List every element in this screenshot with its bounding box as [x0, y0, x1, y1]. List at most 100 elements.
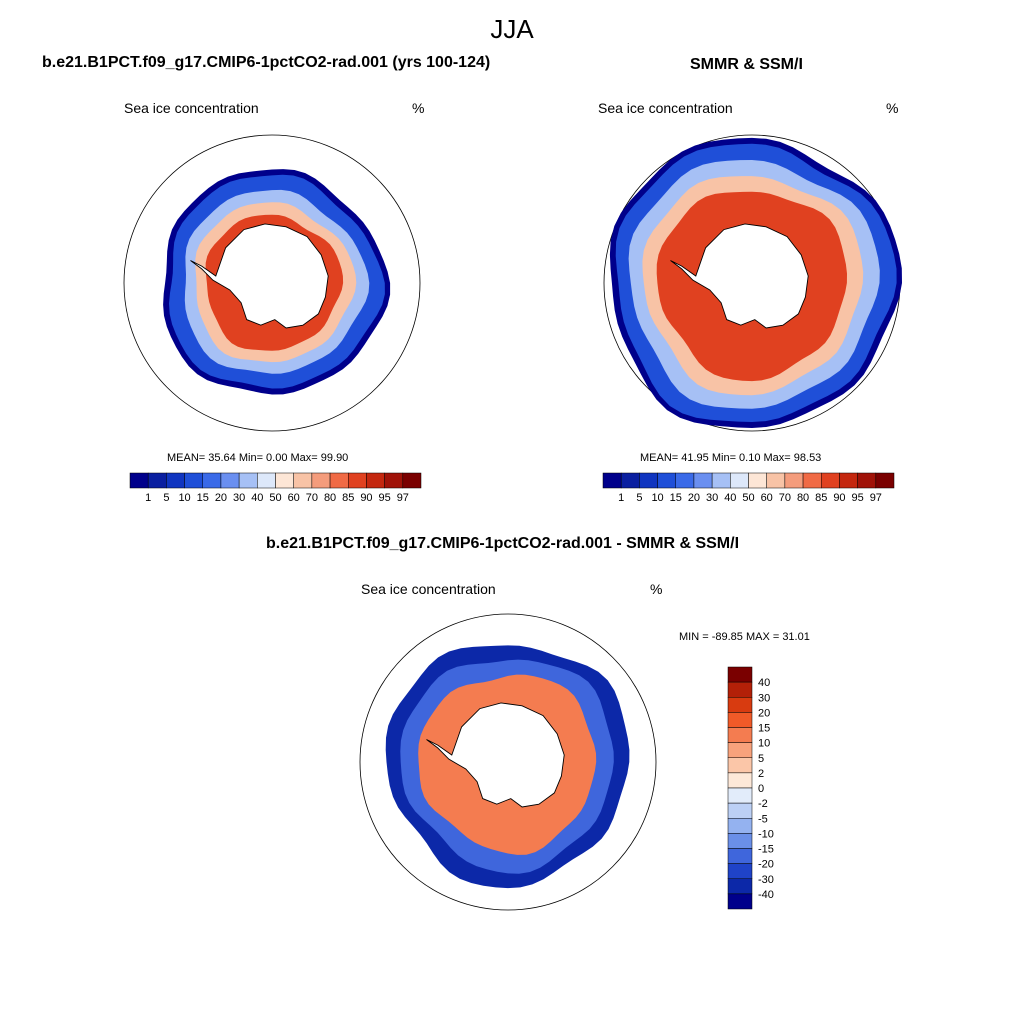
colorbar-tick-label: 40 — [724, 492, 736, 504]
panel-3-units-label: % — [650, 581, 663, 597]
colorbar-tick-label: 15 — [197, 492, 209, 504]
colorbar-swatch — [348, 472, 367, 489]
colorbar-swatch — [875, 472, 895, 489]
colorbar-tick-label: 90 — [833, 492, 845, 504]
colorbar-swatch — [727, 878, 753, 895]
colorbar-tick-label: 0 — [758, 783, 764, 795]
colorbar-tick-label: 95 — [379, 492, 391, 504]
colorbar-tick-label: 85 — [342, 492, 354, 504]
colorbar-swatch — [384, 472, 404, 489]
colorbar-tick-label: 5 — [163, 492, 169, 504]
colorbar-tick-label: 70 — [306, 492, 318, 504]
colorbar-swatch — [727, 757, 753, 774]
colorbar-swatch — [293, 472, 313, 489]
colorbar-tick-label: -15 — [758, 844, 774, 856]
colorbar-swatch — [657, 472, 676, 489]
colorbar-tick-label: 2 — [758, 768, 764, 780]
colorbar-swatch — [257, 472, 276, 489]
colorbar-swatch — [329, 472, 349, 489]
colorbar-swatch — [727, 681, 753, 698]
colorbar-tick-label: 20 — [215, 492, 227, 504]
antarctica-continent — [190, 223, 329, 329]
colorbar-swatch — [821, 472, 840, 489]
colorbar-tick-label: 50 — [742, 492, 754, 504]
colorbar-tick-label: 10 — [651, 492, 663, 504]
colorbar-tick-label: 30 — [706, 492, 718, 504]
colorbar-swatch — [147, 472, 167, 489]
colorbar-swatch — [802, 472, 822, 489]
polar-map-3 — [359, 613, 657, 911]
colorbar-tick-label: 90 — [360, 492, 372, 504]
colorbar-swatch — [727, 848, 753, 864]
panel-3-variable-label: Sea ice concentration — [361, 581, 496, 597]
colorbar-swatch — [727, 697, 753, 713]
panel-2-variable-label: Sea ice concentration — [598, 100, 733, 116]
colorbar-swatch — [184, 472, 203, 489]
colorbar-swatch — [639, 472, 658, 489]
colorbar-tick-label: -30 — [758, 874, 774, 886]
colorbar-swatch — [727, 742, 753, 758]
colorbar-tick-label: 50 — [269, 492, 281, 504]
panel-1-units-label: % — [412, 100, 425, 116]
colorbar-tick-label: 30 — [233, 492, 245, 504]
colorbar-swatch — [727, 802, 753, 819]
colorbar-tick-label: 85 — [815, 492, 827, 504]
colorbar-swatch — [727, 712, 753, 728]
panel-1-stats: MEAN= 35.64 Min= 0.00 Max= 99.90 — [167, 452, 349, 464]
colorbar-swatch — [402, 472, 422, 489]
colorbar-swatch — [220, 472, 240, 489]
colorbar-tick-label: 60 — [288, 492, 300, 504]
colorbar-tick-label: 15 — [670, 492, 682, 504]
colorbar-tick-label: 80 — [797, 492, 809, 504]
colorbar-tick-label: 30 — [758, 692, 770, 704]
panel-1-variable-label: Sea ice concentration — [124, 100, 259, 116]
panel-2-stats: MEAN= 41.95 Min= 0.10 Max= 98.53 — [640, 452, 822, 464]
colorbar-tick-label: 60 — [761, 492, 773, 504]
colorbar-swatch — [202, 472, 222, 489]
panel-2-units-label: % — [886, 100, 899, 116]
colorbar-tick-label: 80 — [324, 492, 336, 504]
panel-3-stats: MIN = -89.85 MAX = 31.01 — [679, 631, 810, 643]
colorbar-swatch — [727, 772, 753, 789]
colorbar-tick-label: 20 — [758, 707, 770, 719]
colorbar-tick-label: 5 — [636, 492, 642, 504]
colorbar-tick-label: -5 — [758, 813, 768, 825]
polar-map-2 — [603, 134, 902, 432]
colorbar-swatch — [839, 472, 858, 489]
colorbar-swatch — [727, 727, 753, 743]
colorbar-swatch — [727, 787, 753, 804]
colorbar-tick-label: 5 — [758, 753, 764, 765]
colorbar-swatch — [311, 472, 331, 489]
colorbar-tick-label: -2 — [758, 798, 768, 810]
colorbar-tick-label: 70 — [779, 492, 791, 504]
colorbar-swatch — [748, 472, 767, 489]
colorbar-swatch — [238, 472, 258, 489]
colorbar-swatch — [766, 472, 786, 489]
colorbar-swatch — [620, 472, 640, 489]
colorbar-swatch — [275, 472, 294, 489]
colorbar-tick-label: 20 — [688, 492, 700, 504]
colorbar-swatch — [166, 472, 185, 489]
colorbar-swatch — [727, 893, 753, 910]
antarctica-continent — [426, 702, 565, 808]
colorbar-tick-label: 15 — [758, 723, 770, 735]
main-title: JJA — [490, 14, 534, 44]
colorbar-1: 1 5 10 15 20 30 40 50 60 70 80 85 90 95 97 — [129, 472, 422, 504]
polar-map-1 — [123, 134, 421, 432]
colorbar-tick-label: -10 — [758, 828, 774, 840]
colorbar-swatch — [711, 472, 731, 489]
antarctica-continent — [670, 223, 809, 329]
colorbar-swatch — [730, 472, 749, 489]
colorbar-tick-label: 97 — [870, 492, 882, 504]
colorbar-tick-label: -40 — [758, 889, 774, 901]
colorbar-swatch — [675, 472, 695, 489]
colorbar-swatch — [727, 833, 753, 849]
colorbar-swatch — [784, 472, 804, 489]
colorbar-tick-label: 95 — [852, 492, 864, 504]
colorbar-swatch — [727, 863, 753, 879]
colorbar-swatch — [366, 472, 385, 489]
colorbar-swatch — [693, 472, 713, 489]
colorbar-tick-label: 1 — [618, 492, 624, 504]
